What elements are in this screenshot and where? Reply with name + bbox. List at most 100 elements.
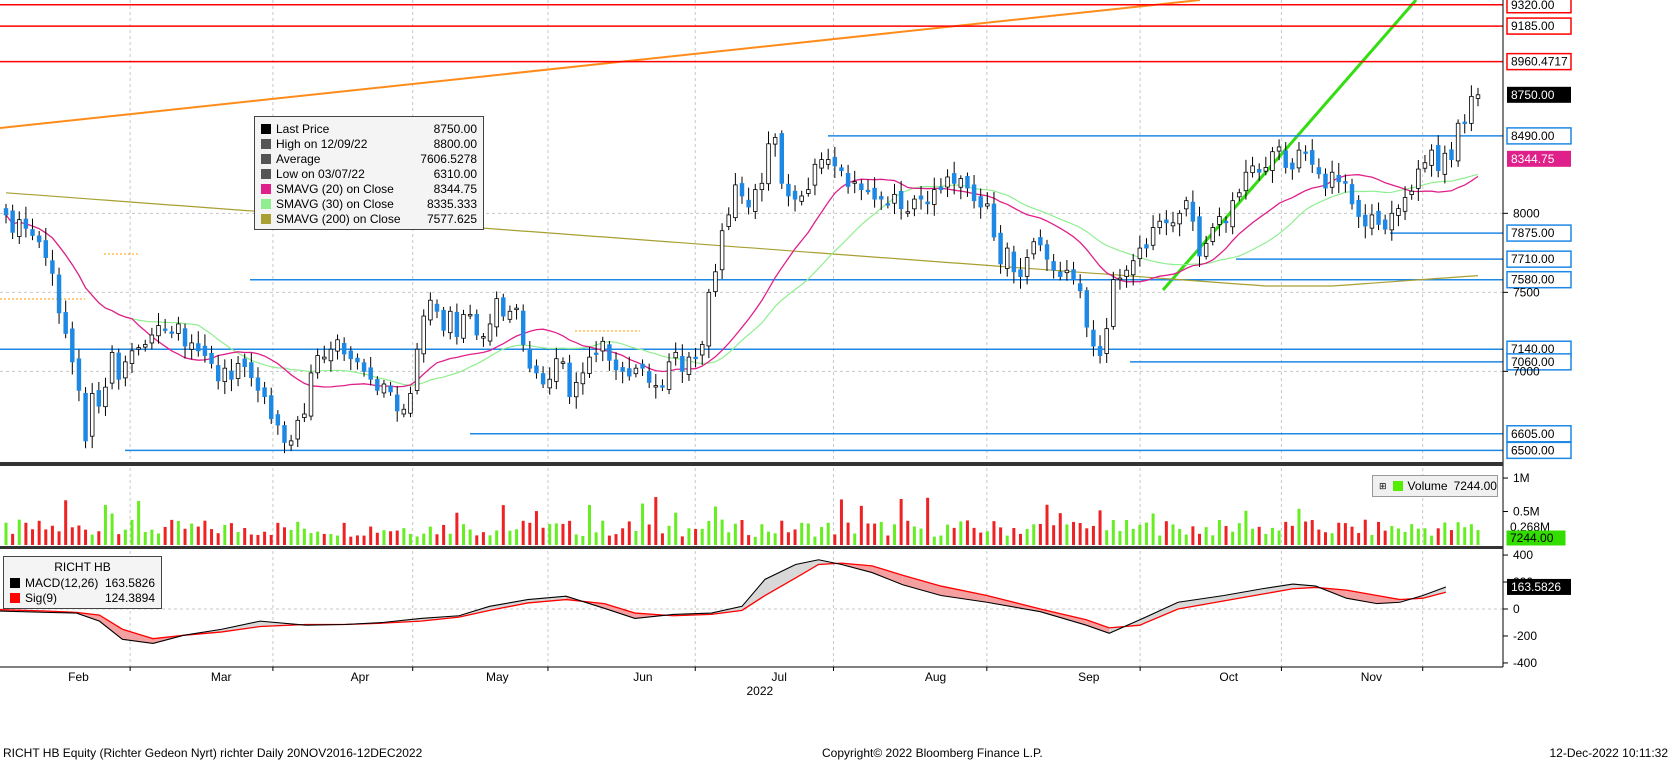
volume-bar xyxy=(322,533,326,545)
volume-bar xyxy=(1078,523,1082,545)
legend-row[interactable]: Low on 03/07/22 6310.00 xyxy=(255,166,483,181)
candle xyxy=(1303,151,1308,154)
volume-bar xyxy=(912,526,916,545)
candle xyxy=(275,414,281,426)
candle xyxy=(918,195,924,200)
value-tag xyxy=(1507,150,1571,167)
volume-bar xyxy=(919,528,923,545)
candle xyxy=(1389,212,1395,231)
volume-bar xyxy=(435,534,439,545)
candle xyxy=(1349,184,1355,205)
legend-row[interactable]: SMAVG (200) on Close 7577.625 xyxy=(255,211,483,226)
price-legend[interactable]: Last Price 8750.00 High on 12/09/22 8800.00… xyxy=(254,116,484,230)
candle xyxy=(1323,173,1328,189)
volume-swatch xyxy=(1392,481,1403,491)
candle xyxy=(839,167,844,172)
volume-bar xyxy=(44,529,48,545)
volume-legend[interactable]: ⊞ Volume 7244.00 xyxy=(1372,475,1498,497)
volume-bar xyxy=(1383,530,1387,545)
candle xyxy=(176,323,181,334)
volume-bar xyxy=(1257,526,1261,545)
volume-tick-label: 0.5M xyxy=(1513,505,1540,519)
candle xyxy=(1475,94,1481,99)
volume-bar xyxy=(601,520,605,545)
candle xyxy=(481,336,486,339)
volume-bar xyxy=(170,519,174,545)
volume-bar xyxy=(1065,524,1069,545)
candle xyxy=(454,311,460,337)
candle xyxy=(1011,251,1017,273)
volume-bar xyxy=(740,520,744,545)
macd-fill xyxy=(1224,588,1263,601)
macd-legend[interactable]: RICHT HB MACD(12,26) 163.5826 Sig(9) 124.38… xyxy=(3,556,162,609)
volume-bar xyxy=(1297,508,1301,545)
volume-bar xyxy=(1244,510,1248,545)
level-tag-label: 7140.00 xyxy=(1511,342,1555,356)
candle xyxy=(89,393,95,437)
level-tag-label: 7580.00 xyxy=(1511,273,1555,287)
candle xyxy=(1343,181,1348,184)
month-label: Jun xyxy=(633,670,652,684)
legend-row[interactable]: SMAVG (20) on Close 8344.75 xyxy=(255,181,483,196)
volume-bar xyxy=(349,536,353,545)
volume-bar xyxy=(800,522,804,545)
month-label: Sep xyxy=(1078,670,1100,684)
candle xyxy=(865,189,871,193)
macd-fill xyxy=(527,596,567,603)
legend-row[interactable]: High on 12/09/22 8800.00 xyxy=(255,136,483,151)
legend-label: SMAVG (30) on Close xyxy=(276,196,394,211)
candle xyxy=(845,173,851,187)
volume-bar xyxy=(408,533,412,545)
candle xyxy=(1283,150,1288,168)
volume-bar xyxy=(415,536,419,545)
legend-row[interactable]: Sig(9) 124.3894 xyxy=(4,590,161,605)
candle xyxy=(1177,212,1182,225)
candle xyxy=(355,357,360,363)
volume-tag-label: 7244.00 xyxy=(1510,531,1554,545)
volume-bar xyxy=(1403,531,1407,545)
legend-row[interactable]: Last Price 8750.00 xyxy=(255,121,483,136)
candle xyxy=(401,408,407,415)
candle xyxy=(169,331,174,334)
expand-icon[interactable]: ⊞ xyxy=(1379,480,1387,491)
volume-bar xyxy=(899,499,903,545)
macd-fill xyxy=(1422,587,1446,599)
candle xyxy=(1058,271,1063,277)
candle xyxy=(1071,269,1076,281)
macd-fill xyxy=(99,615,123,640)
volume-value: 7244.00 xyxy=(1453,479,1497,493)
volume-bar xyxy=(1337,522,1341,545)
legend-row[interactable]: SMAVG (30) on Close 8335.333 xyxy=(255,196,483,211)
volume-bar xyxy=(1323,532,1327,545)
price-tick-label: 7500 xyxy=(1513,285,1540,299)
candle xyxy=(540,373,546,385)
volume-bar xyxy=(548,524,552,545)
volume-bar xyxy=(57,531,61,545)
candle xyxy=(1409,190,1414,195)
volume-bar xyxy=(1171,524,1175,545)
volume-bar xyxy=(475,535,479,545)
candle xyxy=(1084,290,1090,328)
volume-bar xyxy=(422,533,426,545)
candle xyxy=(1217,216,1222,225)
volume-bar xyxy=(1430,535,1434,545)
macd-title: RICHT HB xyxy=(54,560,111,574)
legend-label: SMAVG (20) on Close xyxy=(276,181,394,196)
legend-row[interactable]: Average 7606.5278 xyxy=(255,151,483,166)
volume-bar xyxy=(1270,527,1274,545)
candle xyxy=(116,352,121,380)
macd-fill xyxy=(765,564,796,596)
candle xyxy=(1077,283,1083,292)
candle xyxy=(852,181,857,184)
candle xyxy=(653,385,659,388)
volume-bar xyxy=(329,534,333,545)
macd-fill xyxy=(1262,584,1293,595)
volume-bar xyxy=(1158,535,1162,545)
legend-value: 8750.00 xyxy=(433,121,477,136)
volume-bar xyxy=(946,524,950,545)
volume-bar xyxy=(528,522,532,545)
volume-bar xyxy=(554,523,558,545)
candle xyxy=(1402,197,1408,212)
volume-bar xyxy=(515,529,519,545)
legend-row[interactable]: MACD(12,26) 163.5826 xyxy=(4,575,161,590)
